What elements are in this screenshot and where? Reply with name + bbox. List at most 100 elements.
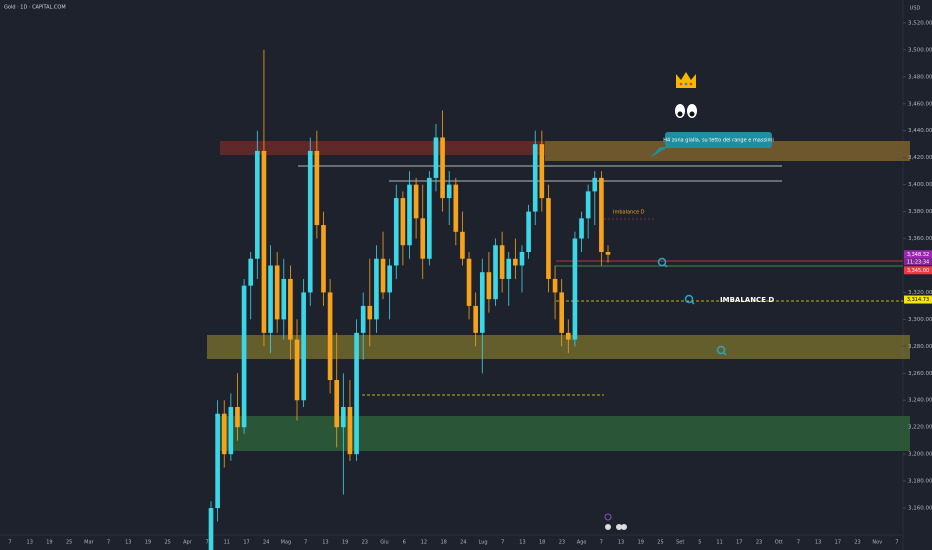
candle-body [427, 177, 432, 259]
candle-body [585, 191, 591, 219]
candle-body [235, 406, 240, 428]
y-tick-label: 3,480.00 [908, 74, 932, 80]
candle-body [599, 177, 604, 253]
price-label-box [904, 250, 932, 259]
candle-body [241, 285, 247, 428]
event-icon [604, 513, 612, 521]
x-tick-label: 12 [421, 540, 427, 546]
candle-body [321, 225, 326, 293]
x-tick-label: 23 [559, 540, 565, 546]
y-tick-label: 3,320.00 [908, 290, 932, 296]
countdown: 11:23:34 [907, 259, 929, 265]
x-tick-label: 25 [657, 540, 663, 546]
candle-body [380, 258, 386, 293]
price-label-box [904, 266, 932, 275]
candle-body [413, 184, 419, 219]
x-tick-label: 19 [638, 540, 644, 546]
candle-body [486, 272, 492, 300]
candle-body [221, 413, 227, 455]
candle-body [499, 245, 505, 279]
x-tick-label: 19 [46, 540, 52, 546]
x-tick-label: 18 [440, 540, 446, 546]
candle-body [565, 332, 571, 340]
x-tick-label: 11 [224, 540, 230, 546]
x-tick-label: 13 [125, 540, 131, 546]
x-tick-label: 19 [145, 540, 151, 546]
x-tick-label: 13 [322, 540, 328, 546]
x-tick-label: 7 [797, 540, 800, 546]
x-tick-label: 17 [243, 540, 249, 546]
y-tick-label: 3,460.00 [908, 101, 932, 107]
x-tick-label: 7 [501, 540, 504, 546]
candle-body [268, 265, 273, 333]
candle-body [281, 278, 287, 320]
countdown-box [904, 258, 932, 266]
candle-body [255, 150, 260, 259]
candle-body [228, 406, 234, 455]
x-tick-label: 7 [600, 540, 603, 546]
eyes-icon [675, 104, 697, 118]
candle-body [532, 144, 538, 212]
y-tick-label: 3,200.00 [908, 452, 932, 458]
candle-body [347, 406, 353, 455]
candle-body [552, 278, 558, 293]
candle-body [446, 184, 452, 199]
candle-body [433, 137, 439, 178]
candle-body [407, 184, 412, 246]
candle-body [341, 406, 346, 428]
candle-body [579, 218, 584, 239]
candle-body [307, 150, 313, 293]
candle-body [493, 245, 498, 300]
x-tick-label: 24 [460, 540, 466, 546]
candle-body [360, 305, 366, 333]
x-tick-label: 23 [854, 540, 860, 546]
crown-icon [676, 72, 696, 88]
x-tick-label: 18 [539, 540, 545, 546]
x-tick-label: 24 [263, 540, 269, 546]
candle-body [479, 272, 485, 333]
x-tick-label: 25 [66, 540, 72, 546]
x-tick-label: 17 [835, 540, 841, 546]
bubble [665, 132, 772, 148]
candle-body [519, 252, 525, 266]
x-tick-label: Nov [872, 540, 882, 546]
y-tick-label: 3,160.00 [908, 506, 932, 512]
event-icon [621, 524, 627, 530]
candle-body [387, 265, 392, 293]
x-tick-label: 17 [736, 540, 742, 546]
candle-body [367, 305, 373, 320]
candle-body [274, 265, 280, 320]
candles [208, 49, 611, 550]
icons [657, 257, 727, 356]
x-tick-label: 23 [362, 540, 368, 546]
currency: USD [910, 6, 921, 12]
x-tick-label: 11 [716, 540, 722, 546]
imbalance-label: IMBALANCE D [720, 296, 774, 304]
x-tick-label: 7 [206, 540, 209, 546]
candle-body [605, 252, 611, 255]
candle-body [288, 278, 293, 340]
candle-body [327, 292, 333, 381]
symbol-title: Gold · 1D · CAPITAL.COM [4, 5, 66, 11]
candle-body [248, 258, 254, 286]
candle-body [559, 292, 564, 333]
candle-body [374, 258, 379, 320]
x-tick-label: 7 [107, 540, 110, 546]
candle-body [592, 177, 598, 192]
candle-body [208, 508, 214, 550]
x-tick-label: Mar [84, 540, 94, 546]
candle-body [301, 292, 306, 401]
candle-body [506, 258, 512, 279]
candle-body [393, 198, 399, 266]
x-tick-label: 6 [403, 540, 406, 546]
x-tick-label: 13 [618, 540, 624, 546]
supply-zone [220, 141, 545, 155]
x-tick-label: Lug [479, 540, 488, 546]
y-tick-label: 3,520.00 [908, 20, 932, 26]
x-tick-label: 13 [519, 540, 525, 546]
y-tick-label: 3,280.00 [908, 344, 932, 350]
y-tick-label: 3,420.00 [908, 155, 932, 161]
y-tick-label: 3,400.00 [908, 182, 932, 188]
